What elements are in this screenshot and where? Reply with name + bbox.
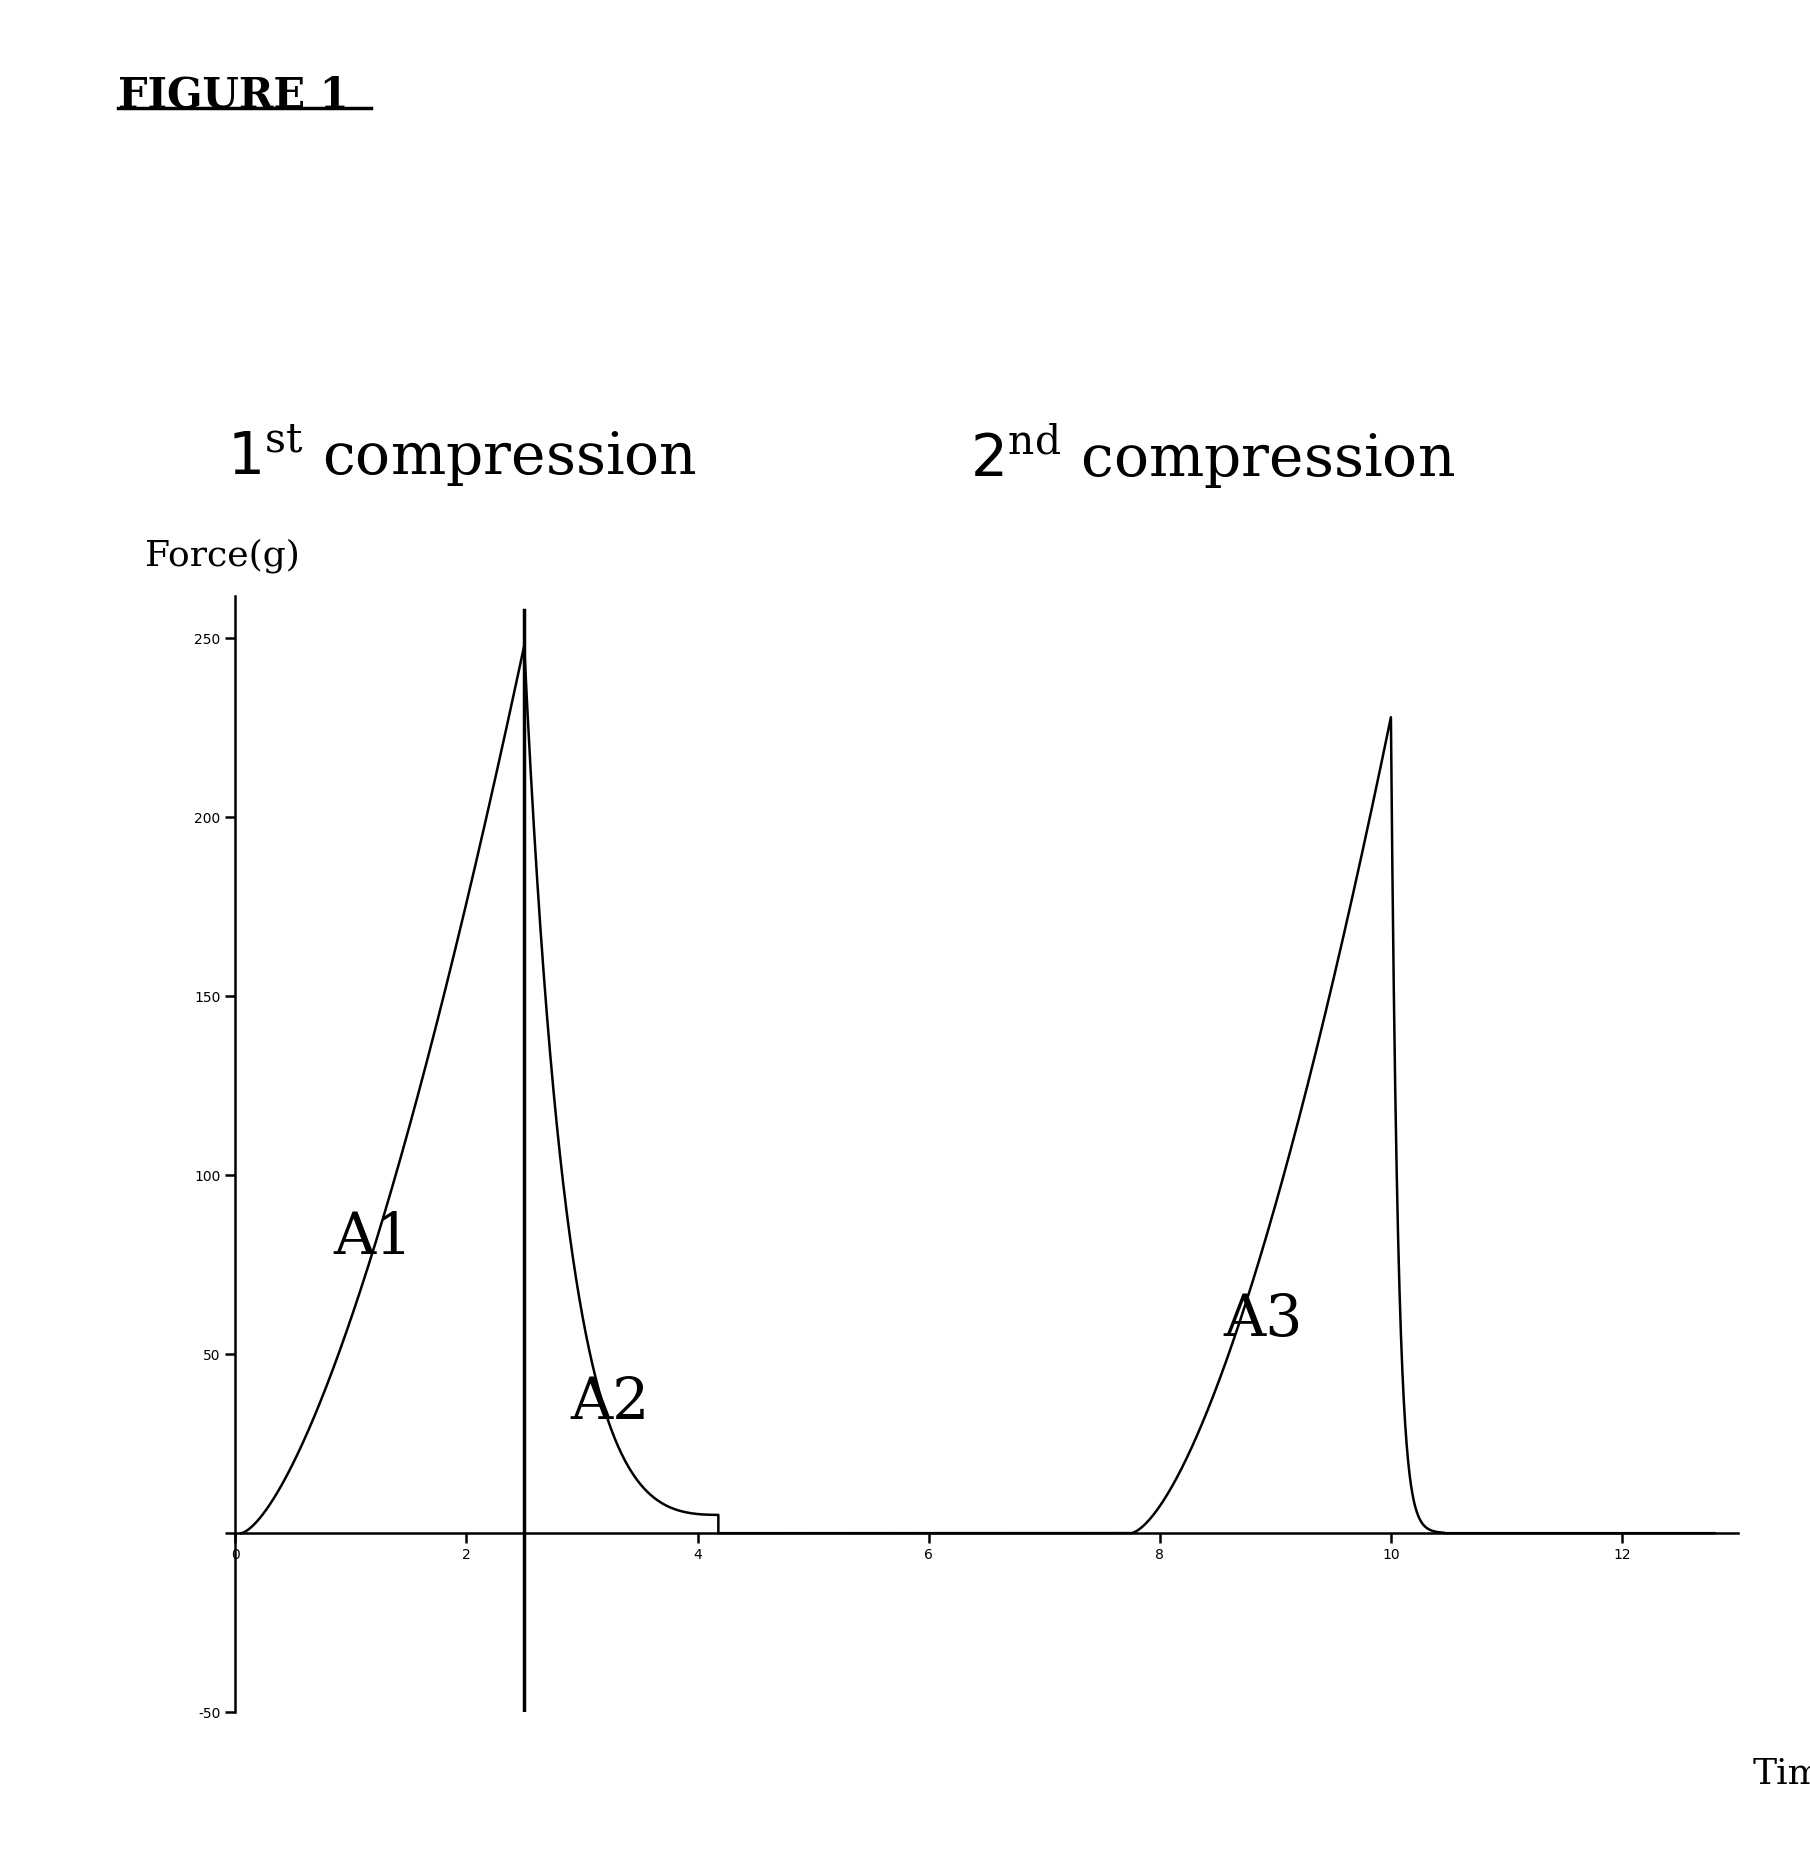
Text: $1^{\mathdefault{st}}$ compression: $1^{\mathdefault{st}}$ compression xyxy=(226,422,697,489)
Text: A1: A1 xyxy=(333,1210,413,1265)
Text: Time(sec): Time(sec) xyxy=(1752,1757,1810,1790)
Text: A2: A2 xyxy=(570,1375,650,1431)
Text: Force(g): Force(g) xyxy=(145,538,300,573)
Text: FIGURE 1: FIGURE 1 xyxy=(118,74,348,117)
Text: A3: A3 xyxy=(1224,1292,1303,1349)
Text: $2^{\mathdefault{nd}}$ compression: $2^{\mathdefault{nd}}$ compression xyxy=(970,421,1455,491)
